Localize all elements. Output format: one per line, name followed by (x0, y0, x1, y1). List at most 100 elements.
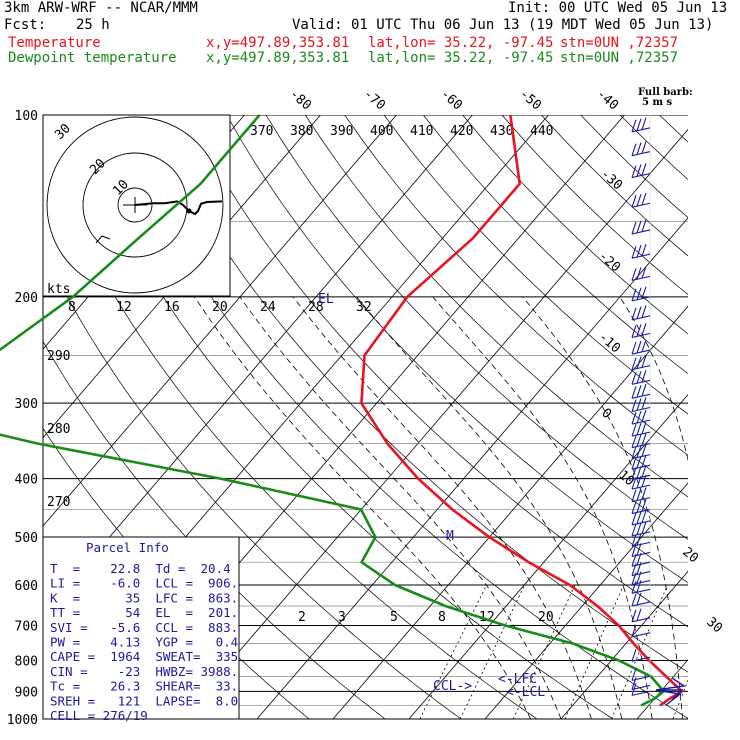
isotherm (43, 115, 321, 439)
wind-barb (631, 117, 651, 133)
parcel-info-row: Tc = 26.3 SHEAR= 33. (50, 679, 238, 694)
wind-barb (631, 369, 651, 385)
barb-legend-units: 5 m s (642, 97, 673, 108)
wind-barb (631, 608, 651, 623)
mixing-ratio-label: 8 (68, 300, 76, 315)
m-label: M (446, 529, 454, 544)
mixing-ratio-label: 24 (260, 300, 276, 315)
moist-adiabat (356, 296, 623, 719)
isotherm (484, 482, 688, 719)
parcel-info-row: CELL = 276/19 (50, 708, 148, 723)
hodograph-marker (186, 208, 192, 214)
mixing-ratio-label-lower: 8 (438, 610, 446, 625)
dry-adiabat (226, 115, 688, 584)
low-level-barbs (655, 677, 686, 706)
wind-barb (631, 474, 651, 490)
parcel-info-title: Parcel Info (86, 540, 169, 555)
theta-label: 420 (450, 124, 473, 139)
pressure-tick-label: 200 (15, 291, 38, 306)
temperature-xy: x,y=497.89,353.81 (206, 35, 350, 51)
ccl-label: CCL-> (433, 679, 472, 694)
isotherm (180, 128, 688, 719)
pressure-tick-label: 400 (15, 473, 38, 488)
wind-barb (631, 163, 651, 179)
temperature-tick-label: -10 (595, 330, 623, 357)
mixing-ratio-label: 28 (308, 300, 324, 315)
temperature-tick-label: -60 (437, 87, 465, 114)
theta-label: 440 (530, 124, 553, 139)
parcel-info-row: SREH = 121 LAPSE= 8.0 (50, 693, 238, 708)
temperature-tick-label: -70 (360, 87, 388, 114)
wind-barb (631, 683, 651, 696)
isotherm (636, 659, 688, 719)
dry-adiabat (344, 115, 688, 456)
temperature-profile (360, 114, 684, 707)
pressure-tick-label: 600 (15, 579, 38, 594)
wind-barb (631, 580, 651, 594)
wind-barb (631, 677, 651, 691)
hodograph-ring (117, 187, 153, 223)
el-label: EL (318, 292, 334, 307)
parcel-info-row: TT = 54 EL = 201. (50, 605, 238, 620)
mixing-ratio-line (732, 585, 740, 719)
theta-label: 370 (250, 124, 273, 139)
mixing-ratio-label-lower: 5 (390, 610, 398, 625)
temperature-tick-label: -40 (593, 87, 621, 114)
isotherm (256, 217, 688, 719)
mixing-ratio-label-lower: 3 (338, 610, 346, 625)
temperature-tick-label: 30 (703, 615, 725, 637)
parcel-info-panel (42, 536, 240, 720)
theta-label: 430 (490, 124, 513, 139)
theta-label: 390 (330, 124, 353, 139)
forecast-hour: 25 h (76, 17, 110, 33)
wind-barb (631, 305, 651, 321)
wind-barb (631, 286, 651, 302)
lcl-label: <-LCL (506, 685, 545, 700)
parcel-info-row: CIN = -23 HWBZ= 3988. (50, 664, 238, 679)
hodograph-units: kts (47, 282, 70, 297)
pressure-tick-label: 900 (15, 685, 38, 700)
dry-adiabat (383, 115, 688, 415)
dewpoint-profile (0, 114, 666, 707)
moist-adiabat (522, 296, 683, 719)
dry-adiabat (68, 115, 614, 719)
moist-adiabat (711, 297, 740, 719)
wind-barb (631, 510, 651, 526)
wind-barb (631, 421, 651, 437)
temperature-tick-label: -50 (516, 87, 544, 114)
wind-barb (631, 397, 651, 413)
dry-adiabat (265, 115, 688, 540)
temperature-tick-label: -30 (597, 167, 625, 194)
dewpoint-latlon: lat,lon= 35.22, -97.45 (368, 50, 554, 66)
wind-barb (631, 624, 651, 638)
model-title: 3km ARW-WRF -- NCAR/MMM (4, 0, 198, 16)
dry-adiabat (43, 249, 462, 719)
wind-barb (631, 521, 651, 537)
moist-adiabat (239, 296, 562, 719)
dewpoint-station: stn=0UN ,72357 (560, 50, 679, 66)
pressure-tick-label: 300 (15, 397, 38, 412)
dry-adiabat (305, 115, 688, 498)
isotherm (43, 115, 473, 615)
mixing-ratio-label: 32 (356, 300, 372, 315)
mixing-ratio-line (564, 584, 624, 719)
theta-left-label: 280 (47, 422, 70, 437)
dry-adiabat (423, 115, 688, 375)
pressure-tick-label: 500 (15, 531, 38, 546)
mixing-ratio-label: 12 (116, 300, 132, 315)
wind-barb (631, 648, 651, 662)
moist-adiabat (619, 296, 688, 462)
isotherm (43, 115, 397, 527)
parcel-info-row: PW = 4.13 YGP = 0.4 (50, 635, 238, 650)
wind-barb (631, 355, 651, 371)
theta-left-label: 290 (47, 349, 70, 364)
parcel-info-row: CAPE = 1964 SWEAT= 335 (50, 649, 238, 664)
hodograph-tail (95, 235, 111, 244)
isotherm (332, 305, 688, 719)
mixing-ratio-label-lower: 2 (298, 610, 306, 625)
dewpoint-legend: Dewpoint temperature (8, 50, 177, 66)
theta-label: 410 (410, 124, 433, 139)
wind-barb (631, 383, 651, 399)
parcel-info-row: SVI = -5.6 CCL = 883. (50, 620, 238, 635)
